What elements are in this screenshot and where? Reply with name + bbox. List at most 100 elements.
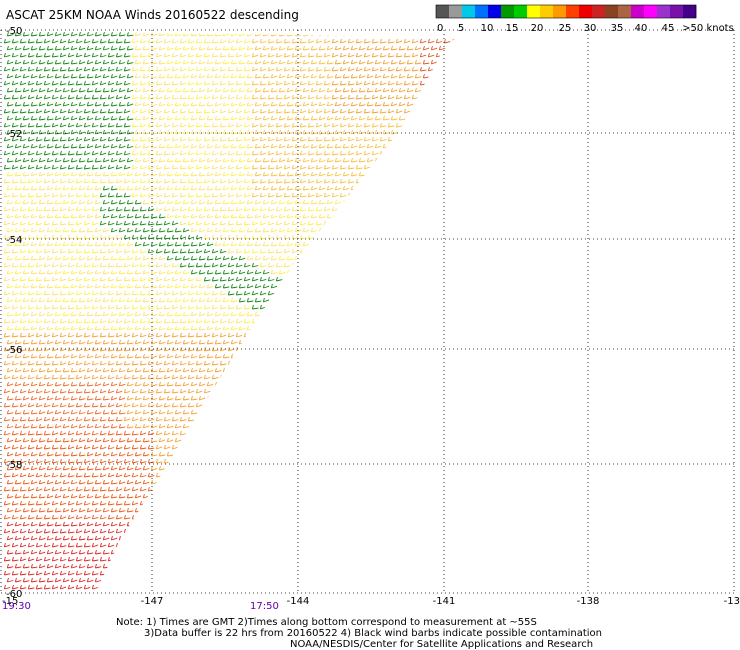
wind-barb bbox=[302, 31, 310, 37]
wind-barb bbox=[78, 521, 86, 527]
wind-barb bbox=[318, 129, 326, 135]
wind-barb bbox=[22, 311, 30, 317]
wind-barb bbox=[299, 150, 307, 156]
wind-barb bbox=[275, 360, 283, 366]
wind-barb bbox=[355, 304, 363, 310]
wind-barb bbox=[51, 94, 59, 100]
wind-barb bbox=[350, 507, 358, 513]
wind-barb bbox=[51, 234, 59, 240]
wind-barb bbox=[363, 122, 371, 128]
wind-barb bbox=[115, 472, 123, 478]
wind-barb bbox=[30, 577, 38, 583]
wind-barb bbox=[158, 521, 166, 527]
wind-barb bbox=[190, 409, 198, 415]
wind-barb bbox=[398, 507, 406, 513]
wind-barb bbox=[427, 122, 435, 128]
wind-barb bbox=[30, 283, 38, 289]
wind-barb bbox=[11, 556, 19, 562]
wind-barb bbox=[6, 213, 14, 219]
wind-barb bbox=[115, 388, 123, 394]
wind-barb bbox=[366, 395, 374, 401]
wind-barb bbox=[390, 409, 398, 415]
wind-barb bbox=[91, 192, 99, 198]
wind-barb bbox=[238, 115, 246, 121]
wind-barb bbox=[91, 80, 99, 86]
wind-barb bbox=[427, 416, 435, 422]
wind-barb bbox=[315, 570, 323, 576]
wind-barb bbox=[182, 521, 190, 527]
wind-barb bbox=[22, 255, 30, 261]
wind-barb bbox=[246, 423, 254, 429]
wind-barb bbox=[387, 94, 395, 100]
wind-barb bbox=[27, 150, 35, 156]
wind-barb bbox=[11, 150, 19, 156]
wind-barb bbox=[451, 136, 455, 142]
wind-barb bbox=[187, 402, 195, 408]
wind-barb bbox=[315, 234, 323, 240]
wind-barb bbox=[454, 171, 455, 177]
wind-barb bbox=[227, 542, 235, 548]
wind-barb bbox=[283, 206, 291, 212]
wind-barb bbox=[235, 542, 243, 548]
wind-barb bbox=[195, 150, 203, 156]
wind-barb bbox=[350, 115, 358, 121]
wind-barb bbox=[190, 45, 198, 51]
wind-barb bbox=[262, 199, 270, 205]
wind-barb bbox=[182, 353, 190, 359]
wind-barb bbox=[163, 444, 171, 450]
wind-barb bbox=[230, 157, 238, 163]
wind-barb bbox=[134, 423, 142, 429]
wind-barb bbox=[246, 101, 254, 107]
wind-barb bbox=[251, 486, 259, 492]
wind-barb bbox=[171, 80, 179, 86]
wind-barb bbox=[254, 269, 262, 275]
wind-barb bbox=[302, 157, 310, 163]
wind-barb bbox=[147, 178, 155, 184]
wind-barb bbox=[179, 570, 187, 576]
wind-barb bbox=[139, 290, 147, 296]
wind-barb bbox=[331, 430, 339, 436]
wind-barb bbox=[30, 185, 38, 191]
wind-barb bbox=[211, 472, 219, 478]
wind-barb bbox=[219, 80, 227, 86]
wind-barb bbox=[395, 150, 403, 156]
wind-barb bbox=[262, 45, 270, 51]
wind-barb bbox=[195, 234, 203, 240]
wind-barb bbox=[27, 486, 35, 492]
wind-barb bbox=[187, 472, 195, 478]
wind-barb bbox=[195, 374, 203, 380]
wind-barb bbox=[414, 59, 422, 65]
wind-barb bbox=[278, 297, 286, 303]
wind-barb bbox=[147, 458, 155, 464]
wind-barb bbox=[315, 108, 323, 114]
wind-barb bbox=[275, 542, 283, 548]
wind-barb bbox=[342, 31, 350, 37]
wind-barb bbox=[30, 199, 38, 205]
wind-barb bbox=[86, 563, 94, 569]
wind-barb bbox=[195, 472, 203, 478]
wind-barb bbox=[443, 430, 451, 436]
wind-barb bbox=[139, 570, 147, 576]
wind-barb bbox=[222, 269, 230, 275]
wind-barb bbox=[379, 164, 387, 170]
wind-barb bbox=[102, 563, 110, 569]
wind-barb bbox=[14, 157, 22, 163]
wind-barb bbox=[179, 52, 187, 58]
wind-barb bbox=[230, 535, 238, 541]
wind-barb bbox=[371, 374, 379, 380]
wind-barb bbox=[430, 157, 438, 163]
wind-barb bbox=[14, 297, 22, 303]
wind-barb bbox=[414, 563, 422, 569]
wind-barb bbox=[350, 381, 358, 387]
wind-barb bbox=[22, 213, 30, 219]
wind-barb bbox=[11, 444, 19, 450]
wind-barb bbox=[139, 248, 147, 254]
wind-barb bbox=[182, 409, 190, 415]
wind-barb bbox=[310, 507, 318, 513]
wind-barb bbox=[283, 584, 291, 590]
wind-barb bbox=[163, 136, 171, 142]
wind-barb bbox=[155, 164, 163, 170]
wind-barb bbox=[75, 500, 83, 506]
wind-barb bbox=[102, 129, 110, 135]
wind-barb bbox=[419, 374, 427, 380]
